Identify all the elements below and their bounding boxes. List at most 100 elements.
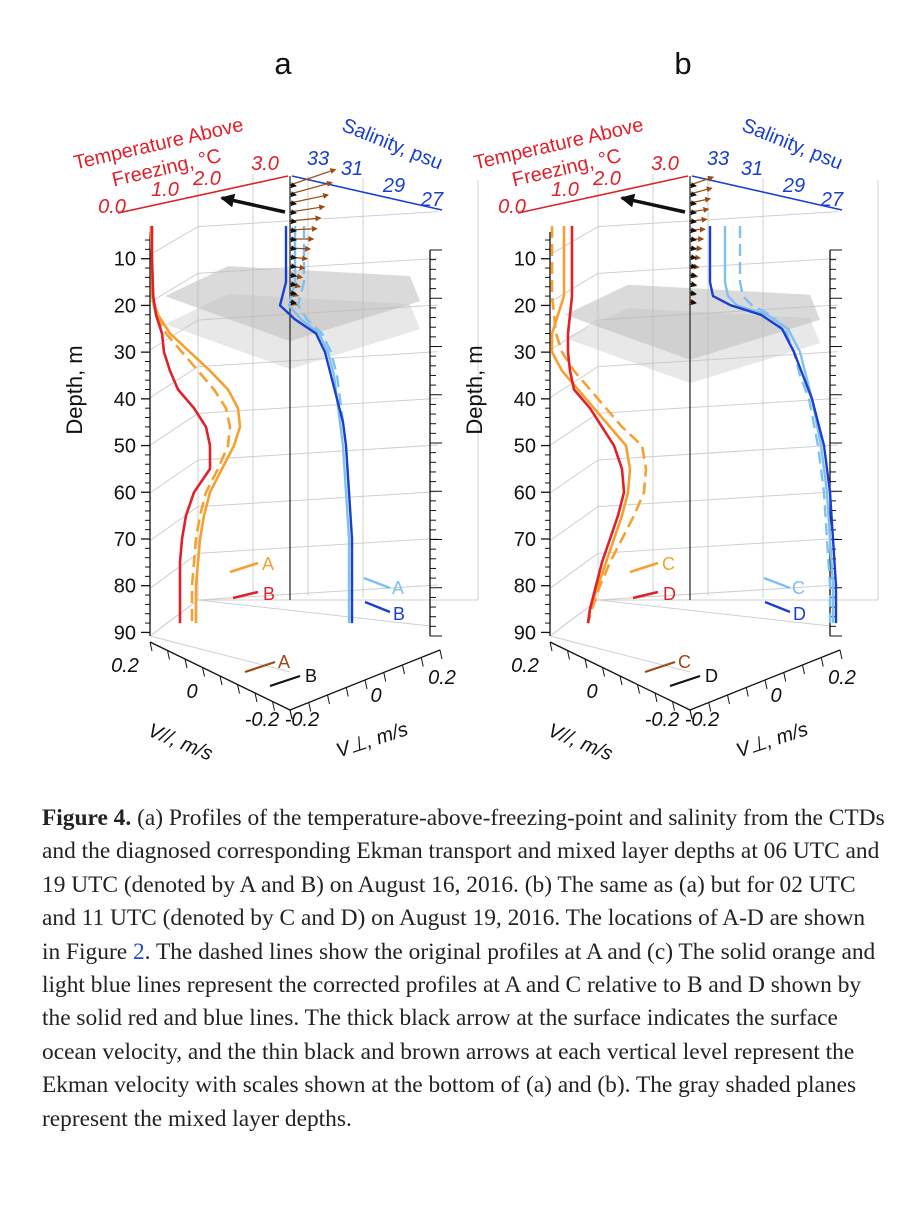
figure-caption: Figure 4. (a) Profiles of the temperatur…: [42, 802, 887, 1136]
ekman-arrow-black: [289, 209, 297, 216]
ekman-arrow-black: [289, 191, 297, 198]
ekman-arrow-brown: [289, 180, 333, 195]
vperp-tick-label: 0.2: [828, 667, 856, 689]
legend-temperature-line-2: [632, 590, 659, 600]
depth-tick-label: 70: [114, 529, 136, 551]
ekman-arrow-black: [289, 218, 297, 225]
caption-text-part2: . The dashed lines show the original pro…: [42, 938, 876, 1132]
legend-salinity-line-1: [763, 576, 791, 590]
depth-tick-label: 10: [514, 249, 536, 271]
vperp-tick: [764, 679, 768, 690]
vpar-tick: [184, 658, 188, 669]
grid-line: [549, 552, 599, 589]
vperp-tick-label: 0: [370, 685, 381, 707]
vperp-tick: [802, 664, 805, 675]
vpar-tick: [672, 701, 675, 711]
vperp-tick: [689, 709, 693, 720]
box-edge: [149, 599, 199, 637]
depth-tick-label: 60: [514, 482, 536, 504]
legend-temperature-line-1: [229, 561, 259, 574]
grid-line: [149, 319, 199, 351]
vperp-tick-label: -0.2: [685, 709, 719, 731]
vpar-tick: [219, 675, 223, 686]
depth-tick-label: 10: [114, 249, 136, 271]
ekman-arrow-brown: [689, 206, 710, 213]
ekman-arrow-black: [289, 272, 297, 279]
depth-tick-label: 20: [114, 295, 136, 317]
caption-label: Figure 4.: [42, 805, 132, 831]
vperp-tick: [327, 694, 330, 705]
legend-salinity-line-1: [363, 576, 391, 590]
grid-line: [197, 444, 439, 461]
grid-line: [597, 537, 839, 554]
ekman-arrow-black: [289, 227, 297, 234]
vpar-tick: [654, 692, 658, 703]
vpar-tick-label: 0.2: [511, 655, 539, 677]
vpar-tick: [254, 692, 258, 703]
salinity-profile-d-solid: [708, 226, 838, 624]
vpar-tick: [237, 684, 240, 694]
temperature-tick-label: 2.0: [592, 168, 621, 190]
vperp-axis-label: V⊥, m/s: [734, 718, 811, 762]
salinity-tick-label: 29: [782, 175, 805, 197]
vperp-tick: [708, 702, 712, 712]
legend-ekman-line-2: [269, 674, 301, 688]
ekman-arrow-black: [289, 236, 297, 243]
vpar-tick-label: -0.2: [645, 709, 679, 731]
ekman-arrow-brown: [289, 168, 337, 186]
vpar-tick: [584, 658, 588, 669]
ekman-arrow-black: [289, 299, 297, 306]
depth-tick-label: 90: [114, 622, 136, 644]
panel-letter-a: a: [274, 46, 292, 81]
ekman-arrow-brown: [689, 196, 712, 204]
vpar-tick: [619, 675, 623, 686]
vperp-tick: [420, 657, 424, 667]
temperature-profile-b-solid: [150, 226, 212, 624]
ekman-arrow-black: [689, 299, 697, 306]
salinity-profile-c-solid: [723, 226, 835, 624]
grid-line: [197, 211, 439, 228]
salinity-profile-a-solid: [287, 226, 351, 624]
vperp-tick: [364, 679, 368, 690]
grid-line: [549, 412, 599, 446]
temperature-profile-d-solid: [566, 226, 626, 624]
ekman-arrow-black: [289, 245, 297, 252]
temperature-tick-label: 1.0: [151, 179, 179, 201]
legend-temperature-line-1: [629, 561, 659, 574]
depth-tick-label: 50: [114, 436, 136, 458]
ekman-arrow-black: [289, 254, 297, 261]
vpar-tick-label: 0.2: [111, 655, 139, 677]
legend-ekman-label-2: B: [305, 666, 317, 686]
vpar-tick-label: 0: [586, 681, 597, 703]
box-edge: [549, 635, 691, 673]
legend-ekman-line-2: [669, 674, 701, 688]
mixed-layer-plane: [565, 308, 820, 384]
salinity-axis-line: [291, 175, 443, 211]
grid-line: [197, 537, 439, 554]
box-edge: [149, 635, 291, 673]
caption-text-part1: (a) Profiles of the temperature-above-fr…: [42, 805, 885, 965]
vperp-tick: [783, 672, 787, 682]
salinity-tick-label: 33: [307, 148, 329, 170]
legend-temperature-label-1: A: [262, 554, 274, 574]
vperp-tick: [383, 672, 387, 682]
legend-salinity-label-2: B: [393, 604, 405, 624]
grid-line: [597, 351, 839, 368]
legend-salinity-label-1: C: [792, 578, 805, 598]
grid-line: [549, 366, 599, 399]
figure-2-link[interactable]: 2: [132, 938, 145, 965]
ekman-arrow-black: [289, 200, 297, 207]
ekman-arrow-black: [689, 290, 697, 297]
surface-velocity-arrow: [220, 193, 286, 214]
depth-axis-label: Depth, m: [462, 345, 487, 434]
ekman-arrow-black: [689, 191, 697, 198]
vperp-tick-label: -0.2: [285, 709, 319, 731]
vpar-tick: [202, 667, 205, 677]
vperp-tick: [439, 649, 443, 660]
ekman-arrow-black: [689, 218, 697, 225]
salinity-profile-b-solid: [278, 226, 354, 624]
ekman-arrow-black: [689, 263, 697, 270]
grid-line: [549, 506, 599, 542]
legend-temperature-label-1: C: [662, 554, 675, 574]
